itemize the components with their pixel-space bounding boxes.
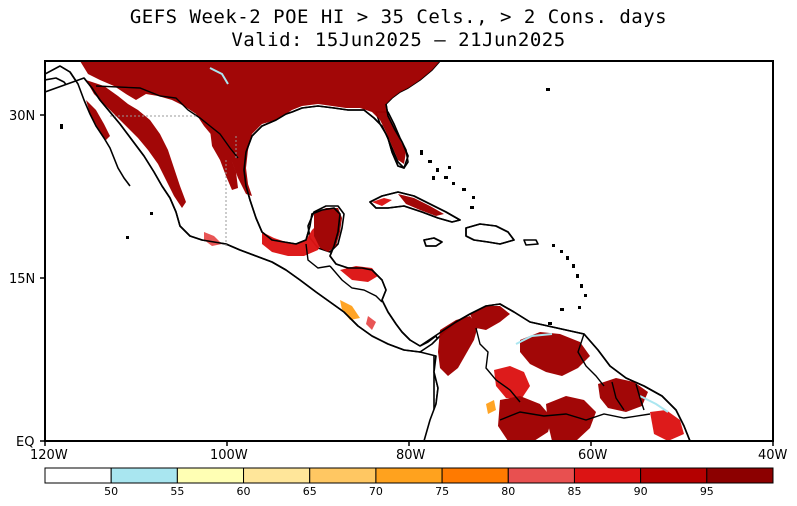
border-brazil <box>499 411 651 421</box>
cool-band-guianas <box>639 395 669 413</box>
lon-label-60w: 60W <box>578 448 608 463</box>
colorbar-label: 50 <box>104 485 118 498</box>
heat-region-mexico-east <box>210 130 238 190</box>
colorbar-swatch <box>243 467 311 484</box>
border-guianas <box>611 381 645 411</box>
heat-region-costa-rica <box>366 316 376 330</box>
border-colombia-venezuela <box>475 327 521 403</box>
cool-band-venezuela <box>515 333 553 345</box>
country-borders <box>95 85 651 421</box>
heat-region-venezuela <box>520 332 590 376</box>
state-borders <box>110 115 237 246</box>
chart-title: GEFS Week-2 POE HI > 35 Cels., > 2 Cons.… <box>129 6 668 28</box>
border-central-america <box>329 265 383 303</box>
probability-shading <box>80 61 684 441</box>
colorbar-swatch <box>375 467 443 484</box>
chart-subtitle: Valid: 15Jun2025 — 21Jun2025 <box>231 29 566 51</box>
lon-axis <box>44 441 774 446</box>
heat-region-nicaragua <box>340 300 360 320</box>
colorbar-swatch <box>441 467 509 484</box>
colorbar-swatch <box>706 467 774 484</box>
colorbar-swatch <box>573 467 642 484</box>
lon-label-40w: 40W <box>758 448 788 463</box>
heat-region-cuba-west <box>372 198 392 206</box>
colorbar-swatch <box>44 467 112 484</box>
map-panel <box>45 61 773 441</box>
colorbar-label: 90 <box>634 485 648 498</box>
colorbar-swatch <box>507 467 575 484</box>
heat-region-guianas <box>598 378 648 412</box>
colorbar-label: 65 <box>303 485 317 498</box>
border-guatemala <box>305 243 331 269</box>
heat-region-florida <box>378 114 404 160</box>
coastline-overlay <box>59 65 691 441</box>
colorbar-swatch <box>309 467 377 484</box>
colorbar-swatch <box>110 467 178 484</box>
puerto-rico <box>523 239 539 246</box>
lat-axis <box>40 114 45 442</box>
heat-region-orinoco <box>494 366 530 398</box>
colorbar-swatch <box>176 467 245 484</box>
heat-region-baja <box>86 100 110 140</box>
lat-label-30n: 30N <box>9 109 35 124</box>
warm-patch-brazil <box>486 400 496 414</box>
colorbar-label: 55 <box>170 485 184 498</box>
heat-region-cuba <box>398 194 444 216</box>
colorbar-label: 70 <box>369 485 383 498</box>
lon-label-100w: 100W <box>210 448 248 463</box>
heat-region-venezuela-coast <box>470 306 510 330</box>
heat-region-southern-us <box>80 61 440 196</box>
colorbar-label: 60 <box>237 485 251 498</box>
heat-region-amazon-east <box>546 396 596 441</box>
heat-region-colombia-north <box>438 316 478 376</box>
lat-label-15n: 15N <box>9 272 35 287</box>
lon-label-120w: 120W <box>30 448 68 463</box>
colorbar-swatch <box>640 467 708 484</box>
colorbar-label: 80 <box>501 485 515 498</box>
cool-band-mexico <box>209 67 229 85</box>
heat-region-mexico-south <box>262 224 324 256</box>
colorbar-label: 85 <box>567 485 581 498</box>
border-us-mexico <box>95 85 239 159</box>
heat-region-amapa <box>650 410 684 441</box>
colorbar: 50 55 60 65 70 75 80 85 90 95 <box>44 467 774 498</box>
colorbar-label: 75 <box>435 485 449 498</box>
lat-label-eq: EQ <box>16 435 34 450</box>
border-venezuela-guyana <box>577 333 605 387</box>
heat-region-amazon-west <box>498 396 552 441</box>
colorbar-label: 95 <box>700 485 714 498</box>
caribbean-islands <box>60 88 587 325</box>
lon-label-80w: 80W <box>396 448 426 463</box>
